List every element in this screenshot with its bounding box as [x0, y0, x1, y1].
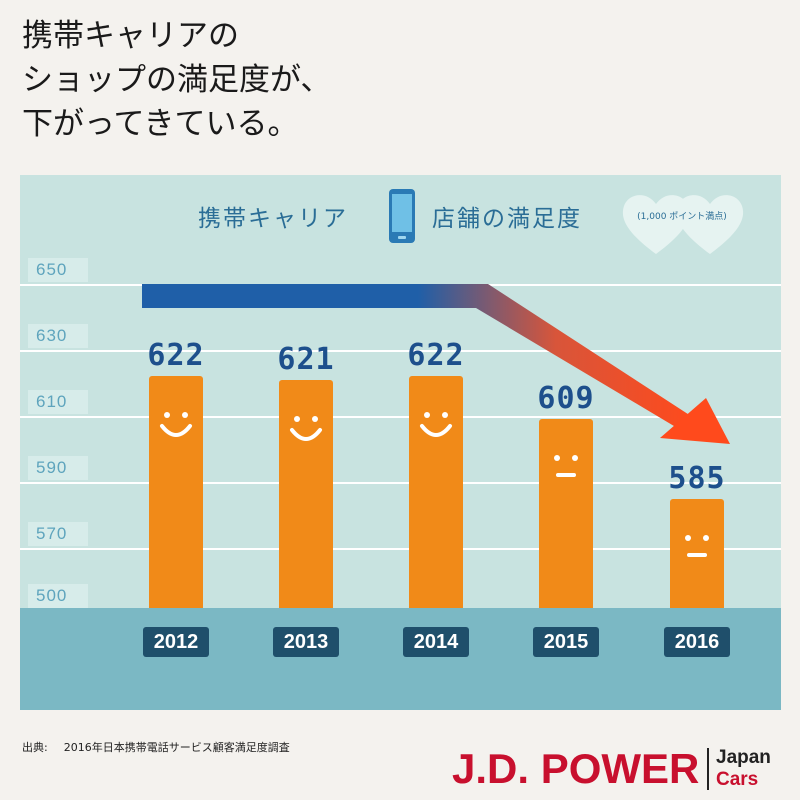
chart-title-left: 携帯キャリア	[198, 206, 348, 232]
x-tick-label: 2013	[273, 627, 339, 657]
jd-power-logo: J.D. POWER	[452, 745, 700, 792]
x-tick-label: 2015	[533, 627, 599, 657]
smartphone-icon	[389, 189, 415, 243]
y-tick-label: 590	[36, 458, 68, 477]
headline-line: 下がってきている。	[22, 106, 299, 142]
bar-value-label: 585	[668, 461, 726, 496]
x-tick-label: 2016	[664, 627, 730, 657]
bar-value-label: 621	[277, 342, 335, 377]
logo-japan: Japan	[716, 747, 771, 768]
y-tick-label: 630	[36, 326, 68, 345]
bar-value-label: 609	[537, 381, 595, 416]
gridline	[20, 482, 781, 484]
chart-title-right: 店舗の満足度	[432, 206, 582, 232]
headline-line: 携帯キャリアの	[22, 18, 239, 54]
y-tick-label: 610	[36, 392, 68, 411]
y-tick-chip	[28, 456, 88, 480]
bar-value-label: 622	[147, 338, 205, 373]
x-tick-label: 2014	[403, 627, 469, 657]
source-label: 出典:	[22, 741, 48, 754]
source-note: 出典: 2016年日本携帯電話サービス顧客満足度調査	[22, 739, 290, 755]
smile-face-icon	[160, 412, 192, 437]
unit-note: (1,000 ポイント満点)	[637, 212, 727, 222]
headline-line: ショップの満足度が、	[22, 62, 332, 98]
y-tick-label: 570	[36, 524, 68, 543]
bar-value-label: 622	[407, 338, 465, 373]
gridline	[20, 284, 781, 286]
logo-cars: Cars	[716, 769, 759, 790]
heart-icon	[622, 195, 744, 254]
source-text: 2016年日本携帯電話サービス顧客満足度調査	[63, 741, 290, 754]
y-tick-chip	[28, 522, 88, 546]
gridline	[20, 416, 781, 418]
x-axis-band	[20, 608, 781, 710]
y-tick-chip	[28, 324, 88, 348]
y-tick-label: 650	[36, 260, 68, 279]
gridline	[20, 548, 781, 550]
y-tick-chip	[28, 584, 88, 608]
bar	[539, 419, 593, 608]
neutral-face-icon	[685, 535, 709, 557]
neutral-face-icon	[554, 455, 578, 477]
x-tick-label: 2012	[143, 627, 209, 657]
smile-face-icon	[290, 416, 322, 441]
y-tick-label: 500	[36, 586, 68, 605]
headline: 携帯キャリアの ショップの満足度が、 下がってきている。	[22, 14, 331, 146]
logo-divider	[707, 748, 709, 790]
smile-face-icon	[420, 412, 452, 437]
y-tick-chip	[28, 258, 88, 282]
y-tick-chip	[28, 390, 88, 414]
